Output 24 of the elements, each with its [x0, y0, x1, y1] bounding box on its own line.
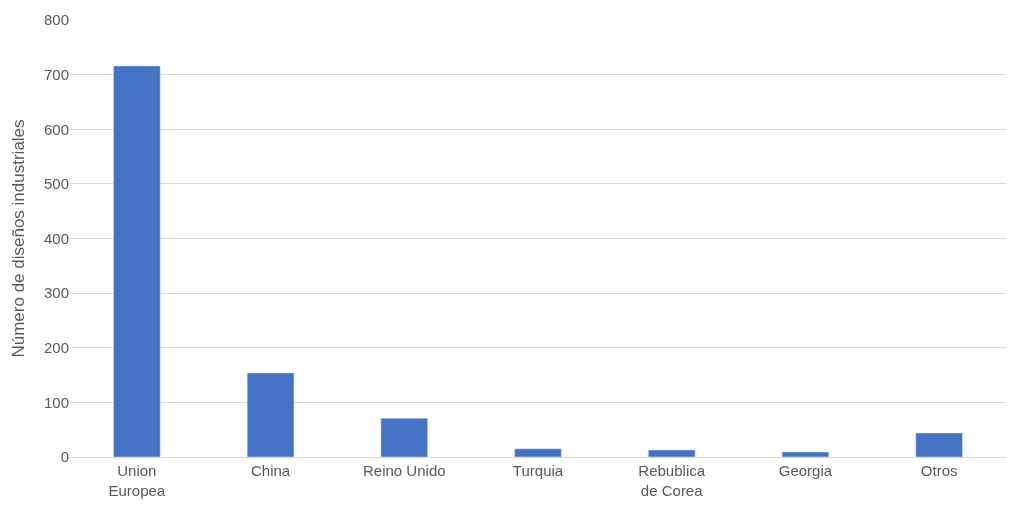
y-tick-label: 100	[43, 393, 69, 411]
x-tick-label: Union Europea	[108, 462, 166, 499]
y-tick-label: 800	[43, 11, 69, 29]
y-tick-label: 700	[43, 65, 69, 83]
bar	[514, 448, 562, 457]
y-tick-label: 500	[43, 175, 69, 193]
y-tick-label: 200	[43, 339, 69, 356]
bar	[781, 451, 830, 457]
bar	[648, 449, 696, 457]
y-tick-label: 300	[43, 284, 69, 302]
x-tick-label: China	[250, 462, 291, 479]
bar	[380, 417, 428, 457]
x-tick-label: Turquia	[512, 462, 564, 479]
y-tick-label: 400	[43, 229, 69, 247]
y-tick-label: 0	[60, 448, 69, 466]
bar	[113, 65, 161, 457]
bar	[915, 432, 963, 457]
x-tick-label: Georgia	[778, 462, 833, 479]
x-tick-label: Rebublica de Corea	[638, 462, 706, 499]
y-tick-label: 600	[43, 120, 69, 138]
x-tick-label: Reino Unido	[363, 462, 446, 479]
x-tick-label: Otros	[920, 462, 958, 479]
bar	[246, 372, 295, 457]
y-axis-title: Número de diseños industriales	[8, 119, 28, 358]
